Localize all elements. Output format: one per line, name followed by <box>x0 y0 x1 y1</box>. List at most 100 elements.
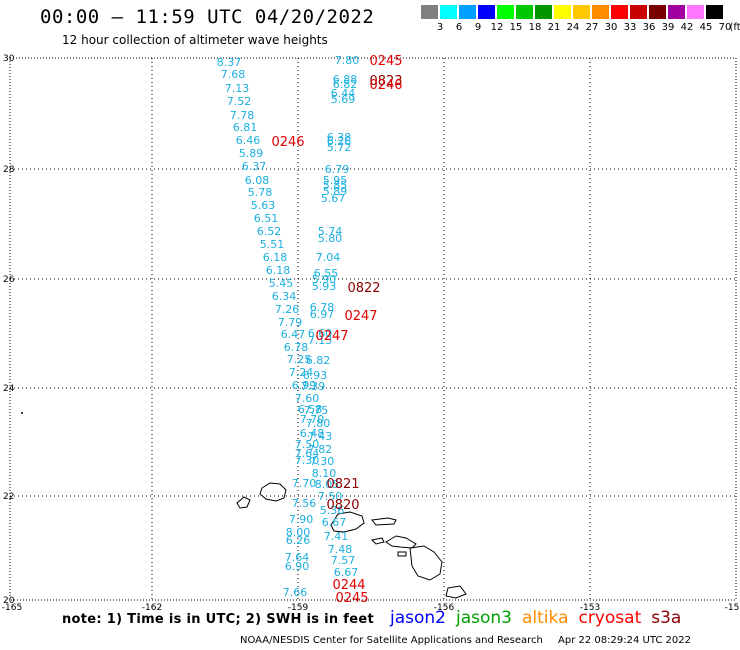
scale-label: 21 <box>547 22 561 33</box>
wave-height-value: 7.82 <box>308 443 333 456</box>
pass-time-label: 0245 <box>369 54 402 69</box>
scale-label: 33 <box>623 22 637 33</box>
wave-height-value: 7.75 <box>304 404 329 417</box>
wave-height-value: 7.79 <box>278 316 303 329</box>
wave-height-value: 7.66 <box>283 586 308 599</box>
scale-label: 36 <box>642 22 656 33</box>
pass-time-label: 0247 <box>315 329 348 344</box>
satellite-legend-item: altika <box>522 608 569 628</box>
wave-height-value: 6.81 <box>233 121 258 134</box>
map-frame <box>9 57 737 601</box>
satellite-legend-item: cryosat <box>578 608 642 628</box>
wave-height-value: 7.78 <box>230 109 255 122</box>
wave-height-value: 6.78 <box>310 301 335 314</box>
wave-height-value: 7.70 <box>292 477 317 490</box>
wave-height-value: 5.67 <box>321 192 346 205</box>
wave-height-value: 5.93 <box>312 280 337 293</box>
wave-height-value: 6.51 <box>254 212 279 225</box>
wave-height-value: 6.88 <box>333 73 358 86</box>
scale-swatch <box>440 5 457 19</box>
wave-height-value: 7.39 <box>301 380 326 393</box>
wave-height-value: 6.52 <box>257 225 282 238</box>
wave-height-value: 7.52 <box>227 95 252 108</box>
chart-title: 00:00 – 11:59 UTC 04/20/2022 <box>40 6 375 28</box>
wave-height-value: 6.46 <box>236 134 261 147</box>
wave-height-value: 5.89 <box>239 147 264 160</box>
wave-height-value: 6.97 <box>310 308 335 321</box>
scale-label: 6 <box>455 22 463 33</box>
island-outline <box>330 511 365 533</box>
island-outline <box>236 496 251 509</box>
lon-label: -165 <box>2 603 22 613</box>
footer: NOAA/NESDIS Center for Satellite Applica… <box>240 635 703 646</box>
island-outline <box>370 537 385 545</box>
pass-time-label: 0247 <box>344 309 377 324</box>
scale-swatch <box>668 5 685 19</box>
wave-height-value: 8.05 <box>315 478 340 491</box>
wave-height-value: 6.55 <box>314 267 339 280</box>
lat-label: 28 <box>3 165 15 175</box>
wave-height-value: 7.64 <box>295 447 320 460</box>
wave-height-value: 5.95 <box>323 174 348 187</box>
wave-height-value: 5.72 <box>327 141 352 154</box>
island-outline <box>371 517 397 526</box>
wave-height-value: 7.50 <box>295 438 320 451</box>
pass-time-label: 0823 <box>369 74 402 89</box>
wave-height-value: 6.60 <box>308 327 333 340</box>
wave-height-value: 7.30 <box>295 454 320 467</box>
wave-height-value: 7.80 <box>306 417 331 430</box>
wave-height-value: 7.41 <box>324 530 349 543</box>
wave-height-value: 7.70 <box>300 413 325 426</box>
scale-label: 30 <box>604 22 618 33</box>
footer-org: NOAA/NESDIS Center for Satellite Applica… <box>240 635 543 646</box>
wave-height-value: 6.38 <box>327 131 352 144</box>
scale-unit: (ft) <box>729 22 740 33</box>
island-dot <box>21 412 23 414</box>
island-outline <box>445 585 467 599</box>
wave-height-value: 7.48 <box>328 543 353 556</box>
lat-label: 26 <box>3 275 15 285</box>
island-outline <box>409 545 443 581</box>
scale-label: 3 <box>436 22 444 33</box>
wave-height-value: 5.78 <box>248 186 273 199</box>
wave-height-value: 5.36 <box>320 504 345 517</box>
lon-label: -156 <box>434 603 455 613</box>
scale-label: 24 <box>566 22 580 33</box>
wave-height-value: 7.50 <box>318 490 343 503</box>
wave-height-value: 5.74 <box>318 225 343 238</box>
wave-height-value: 5.80 <box>318 232 343 245</box>
pass-time-label: 0822 <box>347 281 380 296</box>
satellite-legend-item: jason2 <box>390 608 446 628</box>
wave-height-value: 7.25 <box>287 353 312 366</box>
wave-height-value: 7.04 <box>316 251 341 264</box>
footer-timestamp: Apr 22 08:29:24 UTC 2022 <box>558 635 691 646</box>
wave-height-value: 6.44 <box>331 87 356 100</box>
scale-swatch <box>592 5 609 19</box>
wave-height-value: 5.45 <box>269 277 294 290</box>
wave-height-value: 6.26 <box>286 534 311 547</box>
wave-height-value: 7.80 <box>335 54 360 67</box>
wave-height-value: 6.93 <box>303 369 328 382</box>
wave-height-value: 6.48 <box>300 427 325 440</box>
island-outline <box>385 535 417 549</box>
scale-swatch <box>459 5 476 19</box>
satellite-legend-item: jason3 <box>456 608 512 628</box>
lon-label: -15 <box>725 603 740 613</box>
wave-height-value: 5.89 <box>323 185 348 198</box>
scale-label: 45 <box>699 22 713 33</box>
wave-height-value: 7.90 <box>289 513 314 526</box>
wave-height-value: 6.67 <box>322 516 347 529</box>
wave-height-value: 8.00 <box>286 526 311 539</box>
pass-time-label: 0820 <box>326 498 359 513</box>
island-outline <box>397 551 407 557</box>
satellite-legend-item: s3a <box>651 608 682 628</box>
wave-height-value: 5.51 <box>260 238 285 251</box>
scale-label: 12 <box>490 22 504 33</box>
scale-swatch <box>554 5 571 19</box>
scale-swatch <box>573 5 590 19</box>
wave-height-value: 7.13 <box>308 334 333 347</box>
wave-height-value: 6.82 <box>306 354 331 367</box>
wave-height-value: 6.34 <box>272 290 297 303</box>
wave-height-value: 7.43 <box>308 430 333 443</box>
